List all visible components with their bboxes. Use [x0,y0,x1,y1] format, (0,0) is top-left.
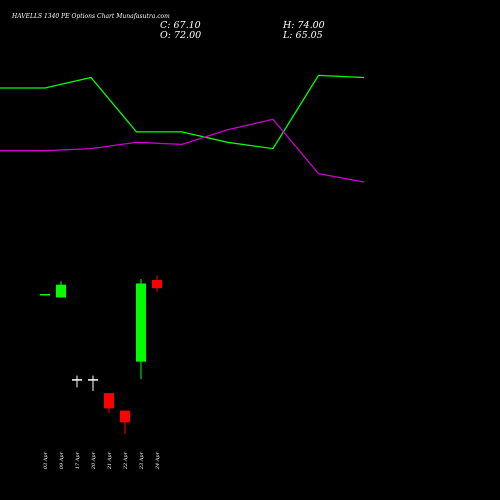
candle-body [104,393,114,409]
x-tick-label: 03 Apr [43,451,49,469]
open-value: O: 72.00 [160,30,202,41]
close-value: C: 67.10 [160,20,201,31]
indicator-lines [0,74,365,183]
x-tick-label: 23 Apr [139,451,145,470]
x-tick-label: 20 Apr [91,451,97,470]
candle-body [88,379,98,381]
candle [72,375,82,388]
x-tick-label: 09 Apr [59,451,65,469]
x-tick-label: 24 Apr [155,451,161,470]
candle [88,375,98,391]
candlesticks [40,275,162,434]
candle [104,393,114,413]
indicator-line-2 [0,118,365,183]
candle-body [72,379,82,381]
x-tick-label: 17 Apr [75,451,81,469]
x-tick-label: 21 Apr [107,451,113,470]
candle-body [40,294,50,296]
x-tick-label: 22 Apr [123,451,129,470]
candle [120,410,130,434]
high-value: H: 74.00 [283,20,325,31]
candle [40,294,50,296]
candle-body [120,410,130,423]
candle-body [136,283,146,362]
candle [136,278,146,380]
low-value: L: 65.05 [283,30,323,41]
candle-body [152,280,162,289]
candle-body [56,284,66,298]
chart-title: HAVELLS 1340 PE Options Chart Munafasutr… [12,13,170,20]
candle [56,281,66,298]
x-axis-labels: 03 Apr 09 Apr 17 Apr 20 Apr 21 Apr 22 Apr 23 A… [43,451,161,470]
candle [152,275,162,292]
indicator-line-1 [0,74,365,150]
